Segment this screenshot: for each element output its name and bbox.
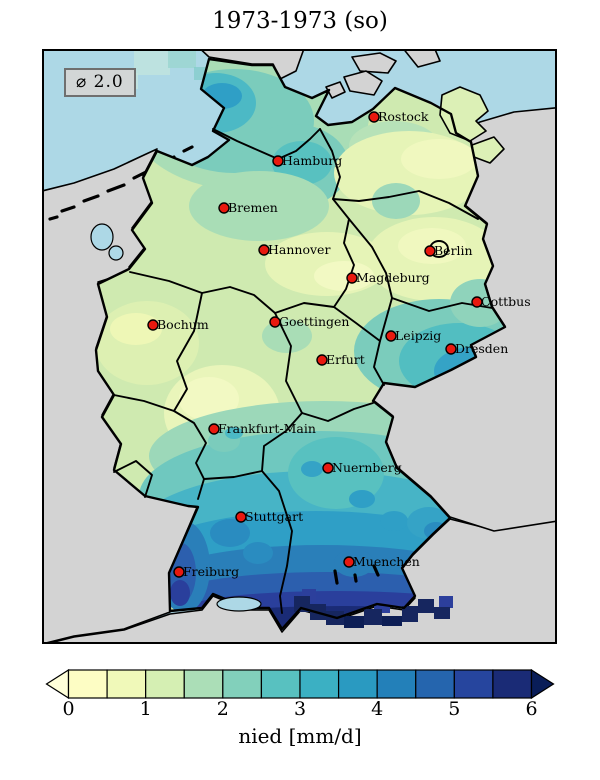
alpine-lakes: [333, 564, 380, 585]
city-label: Goettingen: [279, 314, 349, 329]
city: Bremen: [218, 200, 278, 215]
page-title: 1973-1973 (so): [212, 8, 388, 34]
city-label: Bremen: [228, 200, 278, 215]
colorbar-segment: [222, 669, 263, 699]
colorbar-tick: 4: [371, 698, 384, 720]
colorbar-ticks: 0 1 2 3 4 5 6: [0, 698, 600, 724]
city: Stuttgart: [235, 509, 303, 524]
colorbar-tick: 0: [62, 698, 75, 720]
city-marker: [471, 296, 483, 308]
colorbar-segment: [183, 669, 224, 699]
colorbar: [45, 668, 555, 700]
city: Cottbus: [471, 294, 531, 309]
island-ruegen: [439, 86, 489, 142]
city: Dresden: [445, 341, 508, 356]
average-badge: ⌀ 2.0: [64, 68, 136, 97]
city-label: Magdeburg: [356, 270, 430, 285]
city: Bochum: [147, 317, 209, 332]
city-marker: [322, 462, 334, 474]
city-marker: [368, 111, 380, 123]
colorbar-under-arrow: [45, 668, 70, 700]
island: [404, 51, 441, 68]
city-label: Bochum: [157, 317, 209, 332]
colorbar-tick: 3: [293, 698, 307, 720]
city-marker: [424, 245, 436, 257]
city-marker: [385, 330, 397, 342]
city-marker: [269, 316, 281, 328]
city-label: Freiburg: [183, 564, 239, 579]
colorbar-tick: 2: [216, 698, 229, 720]
lake-constance: [216, 596, 262, 612]
city: Hamburg: [272, 153, 342, 168]
colorbar-segment: [337, 669, 378, 699]
city-label: Frankfurt-Main: [218, 421, 316, 436]
colorbar-segment: [260, 669, 301, 699]
colorbar-segment: [106, 669, 147, 699]
lake: [108, 245, 124, 261]
lake-ijsselmeer: [90, 223, 114, 251]
city-marker: [445, 343, 457, 355]
city: Berlin: [424, 243, 473, 258]
city-marker: [258, 244, 270, 256]
city-marker: [173, 566, 185, 578]
colorbar-segment: [415, 669, 455, 699]
city-label: Leipzig: [395, 328, 441, 343]
city-markers: Rostock Hamburg Bremen Hannover Berlin Magdeb…: [147, 109, 531, 579]
city-marker: [208, 423, 220, 435]
map-frame: Rostock Hamburg Bremen Hannover Berlin Magdeb…: [42, 49, 557, 644]
germany-map: Rostock Hamburg Bremen Hannover Berlin Magdeb…: [44, 51, 555, 642]
city-label: Hamburg: [282, 153, 342, 168]
city: Frankfurt-Main: [208, 421, 316, 436]
city: Nuernberg: [322, 460, 402, 475]
colorbar-segment: [299, 669, 340, 699]
city: Rostock: [368, 109, 429, 124]
island-fehmarn: [325, 81, 346, 99]
city-marker: [218, 202, 230, 214]
colorbar-tick: 1: [139, 698, 152, 720]
colorbar-over-arrow: [530, 668, 555, 700]
colorbar-segment: [145, 669, 185, 699]
colorbar-segment: [67, 669, 108, 699]
colorbar-segment: [376, 669, 417, 699]
city-label: Berlin: [434, 243, 473, 258]
colorbar-label: nied [mm/d]: [238, 724, 362, 748]
city-label: Nuernberg: [332, 460, 402, 475]
city-label: Hannover: [268, 242, 330, 257]
colorbar-tick: 6: [525, 698, 538, 720]
city: Goettingen: [269, 314, 349, 329]
average-symbol: ⌀: [76, 72, 88, 92]
city-label: Erfurt: [326, 352, 365, 367]
city-marker: [235, 511, 247, 523]
city-label: Cottbus: [481, 294, 531, 309]
city-label: Stuttgart: [245, 509, 303, 524]
colorbar-segment: [453, 669, 494, 699]
city-marker: [272, 155, 284, 167]
island: [343, 70, 383, 96]
data-overshoot-alps: [294, 589, 453, 628]
colorbar-tick: 5: [448, 698, 461, 720]
colorbar-segment: [492, 669, 533, 699]
island: [351, 52, 397, 74]
city: Erfurt: [316, 352, 365, 367]
state-borders: [113, 128, 493, 614]
city: Muenchen: [343, 554, 420, 569]
city-label: Dresden: [455, 341, 508, 356]
city: Freiburg: [173, 564, 239, 579]
city-label: Rostock: [378, 109, 429, 124]
colorbar-segments: [67, 669, 533, 699]
average-value: 2.0: [93, 72, 124, 92]
city-marker: [346, 272, 358, 284]
city-marker: [343, 556, 355, 568]
city: Hannover: [258, 242, 330, 257]
city-marker: [316, 354, 328, 366]
city: Leipzig: [385, 328, 441, 343]
city: Magdeburg: [346, 270, 430, 285]
city-label: Muenchen: [353, 554, 420, 569]
city-marker: [147, 319, 159, 331]
